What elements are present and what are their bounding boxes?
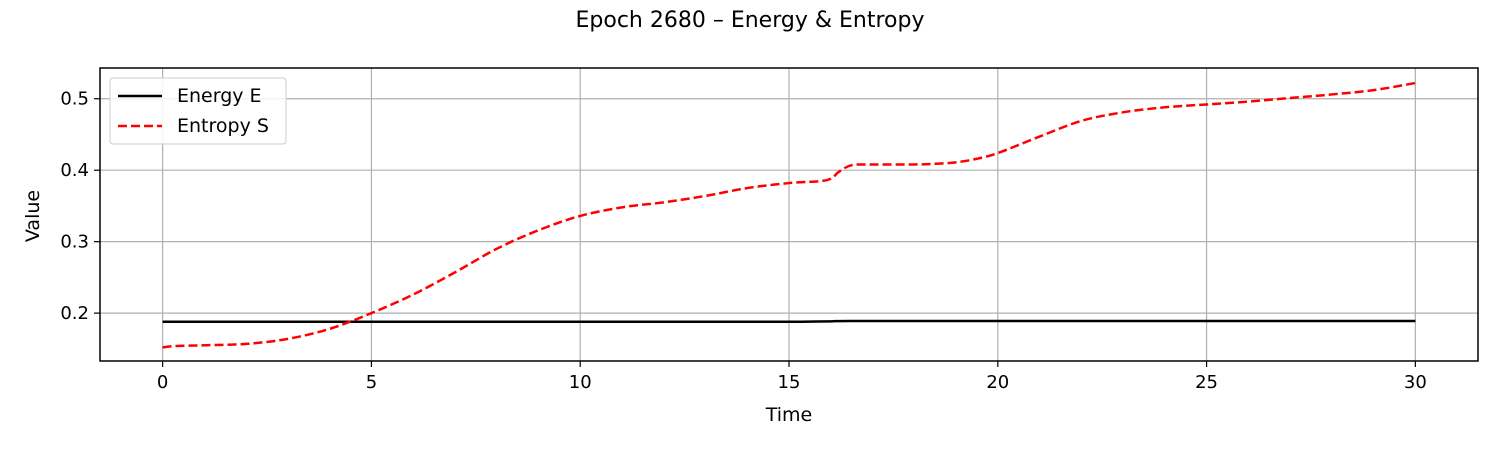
legend: Energy E Entropy S: [109, 77, 287, 145]
series-line-energy: [162, 319, 1416, 323]
x-tick-label: 10: [569, 372, 592, 393]
grid-lines: [100, 68, 1478, 361]
y-tick-label: 0.2: [60, 303, 89, 324]
series-lines: [162, 81, 1416, 349]
y-axis-ticks: 0.2 0.3 0.4 0.5: [60, 89, 100, 324]
legend-label-entropy: Entropy S: [177, 115, 269, 137]
y-tick-label: 0.5: [60, 89, 89, 110]
x-tick-label: 25: [1195, 372, 1218, 393]
x-tick-label: 30: [1404, 372, 1427, 393]
x-axis-label: Time: [765, 404, 813, 426]
y-tick-label: 0.4: [60, 160, 89, 181]
legend-box: [109, 77, 287, 145]
x-axis-ticks: 0 5 10 15 20 25 30: [157, 361, 1427, 393]
x-tick-label: 15: [778, 372, 801, 393]
chart-title: Epoch 2680 – Energy & Entropy: [576, 8, 925, 33]
legend-label-energy: Energy E: [177, 85, 262, 107]
x-tick-label: 5: [366, 372, 377, 393]
series-line-entropy: [162, 81, 1416, 349]
x-tick-label: 0: [157, 372, 168, 393]
y-tick-label: 0.3: [60, 232, 89, 253]
y-axis-label: Value: [22, 190, 44, 242]
x-tick-label: 20: [986, 372, 1009, 393]
